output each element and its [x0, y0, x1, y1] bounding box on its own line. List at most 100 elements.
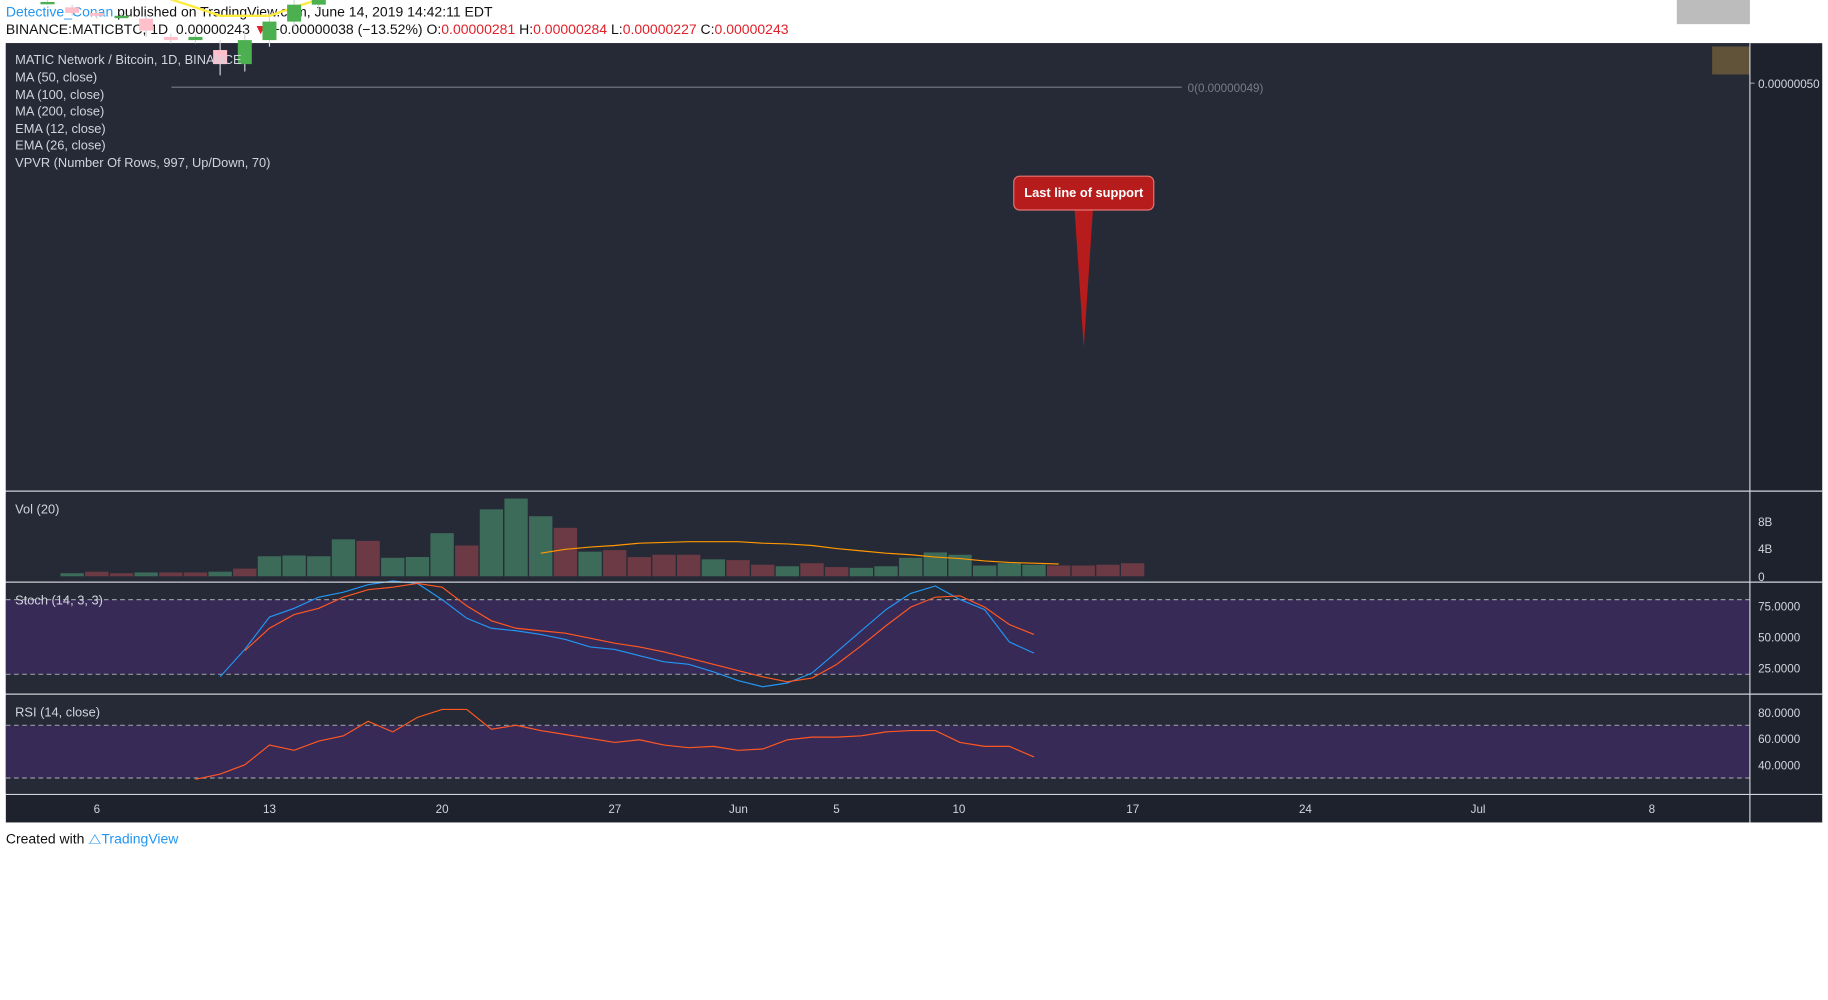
x-axis-label: 24 [1299, 803, 1312, 816]
volume-bar [208, 571, 232, 577]
ohlc-open-value: 0.00000281 [441, 20, 516, 38]
vpvr-bar [1712, 46, 1750, 75]
symbol-info: BINANCE:MATICBTC, 1D [5, 20, 169, 38]
volume-bar [331, 539, 356, 577]
tradingview-logo-icon: ⧍ [88, 830, 102, 847]
volume-bar [825, 567, 849, 577]
symbol-line: BINANCE:MATICBTC, 1D 0.00000243 ▼ −0.000… [6, 21, 789, 37]
volume-bar [652, 554, 676, 577]
volume-bar [183, 572, 208, 577]
price-axis-label: 0.00000050 [1758, 78, 1820, 91]
candle-down [139, 18, 154, 31]
volume-title: Vol (20) [15, 501, 59, 516]
volume-bar [701, 559, 726, 577]
volume-bar [1071, 565, 1095, 577]
rsi-axis-label: 60.0000 [1758, 733, 1801, 746]
x-axis-label: 20 [436, 803, 449, 816]
stoch-k-line [219, 580, 1035, 688]
volume-bar [356, 540, 380, 577]
volume-bar [1022, 564, 1046, 577]
author-link[interactable]: Detective_Conan [5, 3, 114, 20]
ohlc-high-value: 0.00000284 [533, 20, 608, 38]
legend-ema26: EMA (26, close) [15, 137, 106, 152]
volume-axis-label: 8B [1758, 516, 1772, 529]
ohlc-low-label: L: [611, 20, 623, 38]
candle-down [89, 12, 104, 16]
candle-down [213, 50, 228, 65]
legend-symbol: MATIC Network / Bitcoin, 1D, BINANCE [15, 52, 241, 67]
volume-bar [109, 573, 134, 577]
x-axis-label: 5 [833, 803, 839, 816]
callout-label: Last line of support [1024, 185, 1144, 200]
rsi-title: RSI (14, close) [15, 704, 100, 719]
volume-ma-line [540, 541, 1059, 565]
rsi-axis-label: 40.0000 [1758, 759, 1801, 772]
created-with-label: Created with [5, 830, 85, 847]
legend-ma200: MA (200, close) [15, 103, 104, 118]
volume-bar [849, 567, 874, 577]
volume-bar [134, 572, 158, 577]
stoch-title: Stoch (14, 3, 3) [15, 592, 103, 607]
x-axis-label: 6 [94, 803, 100, 816]
ohlc-high-label: H: [519, 20, 534, 38]
price-panel-bg [5, 43, 1750, 490]
price-change: −0.00000038 (−13.52%) [271, 20, 423, 38]
volume-bar [233, 568, 257, 577]
candle-down [65, 7, 80, 13]
legend-ma50: MA (50, close) [15, 70, 97, 85]
ohlc-close-value: 0.00000243 [714, 20, 789, 38]
x-axis-label: 13 [263, 803, 276, 816]
published-info: published on TradingView.com, June 14, 2… [117, 3, 493, 20]
x-axis-label: 27 [608, 803, 621, 816]
volume-bar [381, 557, 405, 577]
rsi-line [195, 708, 1035, 780]
vpvr-bar [1676, 0, 1750, 25]
volume-bar [874, 566, 898, 577]
fib-label: 0(0.00000049) [1188, 82, 1264, 95]
support-callout[interactable]: Last line of support [1013, 175, 1155, 348]
candle-up [311, 0, 326, 5]
volume-bar [479, 509, 504, 577]
volume-bar [923, 552, 947, 577]
chart-canvas[interactable]: 0.000006000.000005500.000005000.00000450… [0, 0, 1828, 857]
candle-up [188, 36, 203, 41]
x-axis-label: 8 [1649, 803, 1655, 816]
volume-bar [899, 557, 923, 577]
candle-up [262, 21, 277, 41]
volume-bar [307, 556, 331, 577]
candle-down [163, 36, 178, 41]
volume-bar [504, 498, 528, 577]
stoch-axis-label: 25.0000 [1758, 663, 1801, 676]
legend-vpvr: VPVR (Number Of Rows, 997, Up/Down, 70) [15, 155, 270, 170]
volume-bar [677, 554, 701, 577]
volume-bar [1096, 564, 1120, 577]
legend-ema12: EMA (12, close) [15, 121, 106, 136]
tradingview-brand-link[interactable]: TradingView [101, 830, 179, 847]
candle-up [40, 1, 55, 5]
rsi-band [5, 725, 1750, 779]
legend-ma100: MA (100, close) [15, 87, 104, 102]
x-axis-label: Jun [729, 803, 748, 816]
x-axis-label: 17 [1126, 803, 1139, 816]
ohlc-low-value: 0.00000227 [622, 20, 697, 38]
stoch-axis-label: 50.0000 [1758, 632, 1801, 645]
volume-bar [529, 516, 553, 577]
volume-bar [282, 555, 306, 577]
x-axis-label: 10 [952, 803, 965, 816]
stoch-d-line [244, 582, 1035, 683]
stoch-band [5, 599, 1750, 675]
volume-bar [972, 565, 997, 577]
volume-bar [1046, 565, 1071, 577]
volume-bar [775, 566, 800, 577]
volume-bar [159, 572, 183, 577]
footer: Created with ⧍TradingView [6, 831, 179, 848]
ohlc-open-label: O: [426, 20, 442, 38]
volume-bar [751, 564, 775, 577]
volume-bar [800, 563, 824, 577]
volume-bar [627, 557, 652, 577]
candle-up [287, 4, 302, 22]
volume-bar [60, 573, 84, 577]
volume-bar [455, 545, 479, 577]
volume-bar [948, 554, 972, 577]
